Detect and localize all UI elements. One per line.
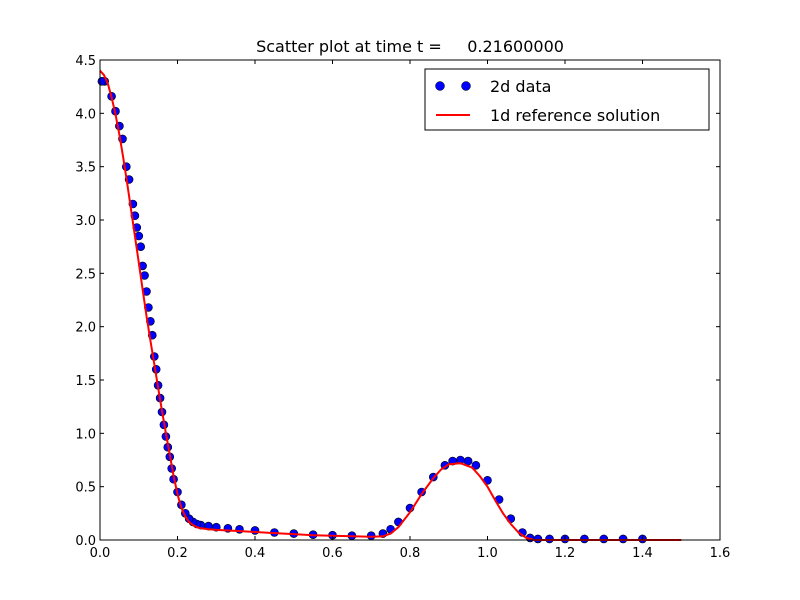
x-tick-label: 1.2 — [555, 546, 576, 561]
data-point — [618, 534, 628, 544]
data-point — [599, 534, 609, 544]
legend: 2d data 1d reference solution — [424, 68, 710, 131]
data-point — [250, 526, 260, 535]
data-point — [533, 534, 543, 544]
y-tick-label: 3.0 — [75, 214, 96, 229]
data-point — [463, 456, 473, 466]
legend-label-1d-reference: 1d reference solution — [490, 106, 660, 125]
series-line-1d-reference — [99, 70, 682, 541]
y-tick-label: 2.5 — [75, 267, 96, 282]
y-tick-label: 1.0 — [75, 427, 96, 442]
legend-marker-2d-data — [461, 81, 471, 91]
plot-area: 0.0 0.2 0.4 0.6 0.8 1.0 1.2 1.4 1.6 0.0 0.5 1.0 1.5 2… — [75, 54, 730, 561]
data-point — [471, 460, 481, 470]
ticks-layer: 0.0 0.2 0.4 0.6 0.8 1.0 1.2 1.4 1.6 0.0 0.5 1.0 1.5 2… — [75, 54, 730, 561]
chart-title: Scatter plot at time t = 0.21600000 — [256, 37, 564, 56]
y-tick-label: 0.5 — [75, 481, 96, 496]
series-layer — [97, 70, 682, 544]
legend-label-2d-data: 2d data — [490, 77, 551, 96]
data-point — [136, 242, 145, 251]
y-tick-label: 2.0 — [75, 321, 96, 336]
x-tick-label: 0.2 — [167, 546, 188, 561]
x-tick-label: 0.0 — [90, 546, 111, 561]
x-tick-label: 0.4 — [245, 546, 266, 561]
y-tick-label: 1.5 — [75, 374, 96, 389]
x-tick-label: 0.8 — [400, 546, 421, 561]
x-tick-label: 1.0 — [477, 546, 498, 561]
y-tick-label: 3.5 — [75, 161, 96, 176]
x-tick-label: 1.4 — [632, 546, 653, 561]
legend-marker-2d-data — [435, 81, 445, 91]
data-point — [545, 534, 554, 544]
y-tick-label: 4.0 — [75, 107, 96, 122]
x-tick-label: 0.6 — [322, 546, 343, 561]
data-point — [580, 534, 589, 544]
y-tick-label: 0.0 — [75, 534, 96, 549]
legend-box — [424, 68, 710, 131]
y-tick-label: 4.5 — [75, 54, 96, 69]
x-tick-label: 1.6 — [710, 546, 731, 561]
